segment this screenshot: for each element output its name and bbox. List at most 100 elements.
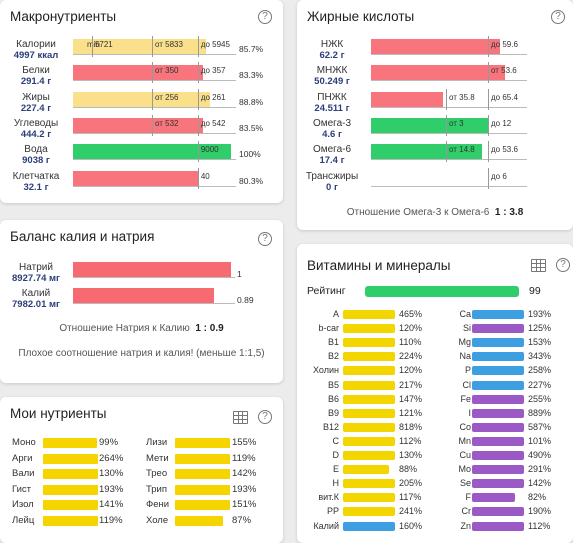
vitamin-row[interactable]: Cl 227% xyxy=(297,379,573,391)
fatty-amount: 24.511 г xyxy=(314,102,350,114)
nutrient-row[interactable]: Лизи 155% xyxy=(0,436,283,449)
vitamin-bar xyxy=(472,366,524,376)
vitamin-percent: 889% xyxy=(528,407,552,418)
macro-label: Углеводы 444.2 г xyxy=(4,118,68,140)
vitamin-row[interactable]: Co 587% xyxy=(297,421,573,433)
table-icon[interactable] xyxy=(531,259,546,272)
vitamin-row[interactable]: Mo 291% xyxy=(297,463,573,475)
fatty-axis xyxy=(371,132,527,134)
vitamin-row[interactable]: Fe 255% xyxy=(297,393,573,405)
nutrient-percent: 119% xyxy=(232,452,256,464)
fatty-tick xyxy=(446,141,447,163)
vitamin-row[interactable]: PP 241% xyxy=(297,505,573,517)
vitamin-row[interactable]: F 82% xyxy=(297,491,573,503)
help-icon[interactable]: ? xyxy=(258,10,272,24)
macro-label: Белки 291.4 г xyxy=(4,65,68,87)
vitamin-row[interactable]: C 112% xyxy=(297,435,573,447)
macro-amount: 32.1 г xyxy=(23,181,49,193)
vitamin-percent: 255% xyxy=(528,393,552,404)
vitamin-row[interactable]: I 889% xyxy=(297,407,573,419)
nutrient-bar xyxy=(175,469,230,479)
vitamin-row[interactable]: вит.К 117% xyxy=(297,491,573,503)
nutrient-row[interactable]: Мети 119% xyxy=(0,452,283,465)
vitamin-percent: 110% xyxy=(399,337,422,348)
fatty-name: ПНЖК xyxy=(317,91,347,103)
help-icon[interactable]: ? xyxy=(258,232,272,246)
nutrient-row[interactable]: Арги 264% xyxy=(0,452,283,465)
potassium-sodium-card: Баланс калия и натрия ? Натрий 8927.74 мг… xyxy=(0,220,283,383)
vitamin-row[interactable]: B1 110% xyxy=(297,336,573,348)
fatty-tick xyxy=(488,114,489,136)
kna-label: Натрий 8927.74 мг xyxy=(2,262,70,284)
vitamin-row[interactable]: D 130% xyxy=(297,449,573,461)
vitamin-row[interactable]: Zn 112% xyxy=(297,520,573,532)
vitamin-row[interactable]: B6 147% xyxy=(297,393,573,405)
vitamin-row[interactable]: B9 121% xyxy=(297,407,573,419)
fatty-name: Омега-3 xyxy=(312,117,352,129)
macro-track: от 532 до 542 xyxy=(73,114,236,136)
vitamin-bar xyxy=(472,451,524,460)
fatty-tick xyxy=(488,88,489,110)
vitamin-row[interactable]: Cr 190% xyxy=(297,505,573,517)
fatty-axis xyxy=(371,159,527,161)
vitamin-row[interactable]: P 258% xyxy=(297,364,573,376)
nutrient-row[interactable]: Изол 141% xyxy=(0,498,283,511)
vitamin-percent: 160% xyxy=(399,520,423,531)
vitamin-name: Se xyxy=(459,478,471,489)
table-icon[interactable] xyxy=(233,411,248,424)
help-icon[interactable]: ? xyxy=(258,410,272,424)
vitamin-row[interactable]: Ca 193% xyxy=(297,308,573,320)
vitamin-row[interactable]: Se 142% xyxy=(297,477,573,489)
macro-name: Вода xyxy=(24,144,48,156)
vitamin-row[interactable]: B12 818% xyxy=(297,421,573,433)
nutrient-row[interactable]: Фени 151% xyxy=(0,498,283,511)
vitamin-percent: 217% xyxy=(399,379,423,390)
vitamin-bar xyxy=(343,521,395,531)
fatty-amount: 62.2 г xyxy=(319,50,345,61)
fatty-label: НЖК 62.2 г xyxy=(299,39,365,61)
macro-track: от 350 до 357 xyxy=(73,62,236,84)
vitamin-bar xyxy=(343,380,395,390)
macro-axis xyxy=(73,80,236,82)
nutrient-row[interactable]: Трип 193% xyxy=(0,483,283,496)
vitamin-percent: 120% xyxy=(399,323,423,334)
nutrient-row[interactable]: Лейц 119% xyxy=(0,514,283,527)
vitamin-row[interactable]: E 88% xyxy=(297,463,573,475)
vitamin-name: Co xyxy=(459,421,471,432)
rating-bar xyxy=(365,286,520,297)
macro-name: Углеводы xyxy=(13,117,59,129)
vitamin-name: Na xyxy=(459,351,471,362)
nutrient-row[interactable]: Моно 99% xyxy=(0,436,283,449)
vitamin-row[interactable]: B2 224% xyxy=(297,350,573,362)
nutrient-row[interactable]: Гист 193% xyxy=(0,483,283,496)
macro-axis xyxy=(73,54,236,55)
vitamin-name: I xyxy=(468,407,471,418)
vitamin-row[interactable]: Mg 153% xyxy=(297,336,573,348)
nutrient-row[interactable]: Холе 87% xyxy=(0,514,283,527)
vitamin-percent: 190% xyxy=(528,506,552,517)
my-nutrients-title: Мои нутриенты xyxy=(10,406,107,421)
vitamin-row[interactable]: Холин 120% xyxy=(297,364,573,376)
vitamin-row[interactable]: Si 125% xyxy=(297,322,573,334)
vitamin-row[interactable]: H 205% xyxy=(297,477,573,489)
vitamin-row[interactable]: b-car 120% xyxy=(297,322,573,334)
help-icon[interactable]: ? xyxy=(556,258,570,272)
kna-bar xyxy=(73,288,214,303)
vitamin-row[interactable]: Калий 160% xyxy=(297,520,573,532)
fatty-mark: от 3 xyxy=(449,118,464,128)
help-icon[interactable]: ? xyxy=(551,10,565,24)
vitamin-name: B6 xyxy=(327,393,339,404)
vitamin-bar xyxy=(343,507,395,517)
nutrient-percent: 87% xyxy=(232,514,252,526)
fatty-axis xyxy=(371,106,527,108)
vitamin-row[interactable]: Na 343% xyxy=(297,350,573,362)
vitamin-row[interactable]: B5 217% xyxy=(297,379,573,391)
nutrient-name: Лейц xyxy=(12,514,35,526)
vitamin-bar xyxy=(343,451,395,460)
nutrient-row[interactable]: Вали 130% xyxy=(0,467,283,480)
fatty-tick xyxy=(488,167,489,189)
vitamin-row[interactable]: Mn 101% xyxy=(297,435,573,447)
nutrient-row[interactable]: Трео 142% xyxy=(0,467,283,480)
vitamin-row[interactable]: Cu 490% xyxy=(297,449,573,461)
vitamin-row[interactable]: A 465% xyxy=(297,308,573,320)
